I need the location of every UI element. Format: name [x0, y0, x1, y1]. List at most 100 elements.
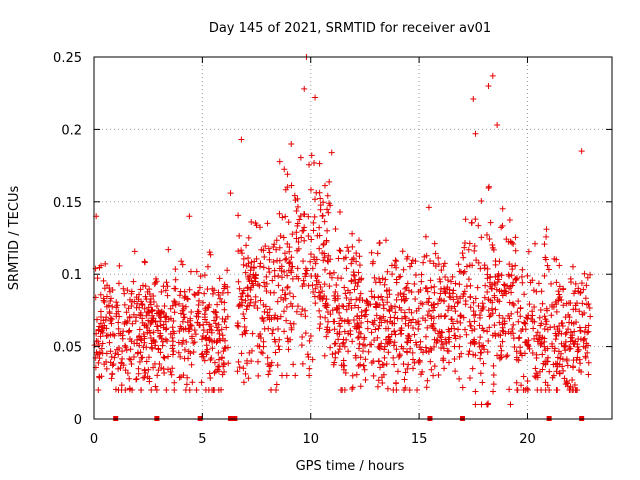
data-point — [196, 322, 203, 329]
data-point — [264, 314, 271, 321]
data-point — [299, 306, 306, 313]
data-point — [376, 315, 383, 322]
data-point — [370, 258, 377, 265]
data-point — [381, 317, 388, 324]
data-point — [95, 387, 102, 394]
data-point — [141, 335, 148, 342]
data-point — [371, 274, 378, 281]
data-point — [138, 387, 145, 394]
data-point — [260, 343, 267, 350]
data-point — [476, 339, 483, 346]
data-point — [180, 337, 187, 344]
data-point — [169, 302, 176, 309]
data-point — [357, 354, 364, 361]
data-point — [551, 323, 558, 330]
data-point — [393, 346, 400, 353]
data-point — [181, 294, 188, 301]
data-point — [412, 296, 419, 302]
data-point — [452, 308, 459, 315]
data-point — [293, 308, 300, 315]
data-point — [257, 297, 264, 304]
data-point — [541, 343, 548, 350]
data-point — [169, 345, 176, 352]
data-point — [501, 287, 508, 294]
data-point — [311, 213, 318, 220]
data-point — [336, 343, 343, 350]
data-point — [537, 322, 544, 329]
data-point — [237, 293, 244, 300]
data-point — [368, 288, 375, 295]
data-point — [243, 306, 250, 313]
y-axis-ticks: 0 0.05 0.1 0.15 0.2 0.25 — [53, 51, 612, 428]
data-point — [436, 296, 443, 303]
data-point — [332, 226, 339, 233]
data-point — [313, 189, 320, 196]
data-point — [181, 314, 188, 321]
data-point — [316, 307, 323, 314]
data-point — [107, 348, 114, 355]
data-point — [276, 257, 283, 264]
data-point — [415, 358, 422, 365]
y-tick-label: 0.2 — [61, 123, 82, 138]
data-point — [150, 298, 157, 305]
data-point — [92, 265, 99, 272]
data-point — [265, 245, 272, 252]
data-point — [351, 286, 358, 293]
data-point — [125, 305, 132, 312]
data-point — [321, 182, 328, 189]
data-point — [199, 350, 206, 357]
data-point — [543, 233, 550, 240]
data-point — [472, 216, 479, 223]
data-point — [552, 336, 559, 343]
data-point — [509, 300, 516, 307]
data-point — [368, 359, 375, 366]
data-point — [257, 330, 264, 337]
data-point — [99, 329, 106, 336]
data-point — [581, 310, 588, 317]
data-point — [284, 335, 291, 342]
data-point — [478, 349, 485, 356]
data-point — [472, 130, 479, 137]
data-point — [476, 343, 483, 350]
data-point — [343, 265, 350, 272]
data-point — [393, 264, 400, 271]
data-point — [171, 309, 178, 316]
data-point — [171, 299, 178, 306]
data-point — [157, 332, 164, 339]
data-point — [374, 250, 381, 257]
data-point — [475, 259, 482, 266]
data-point — [149, 345, 156, 352]
data-point — [441, 365, 448, 372]
data-point — [400, 266, 407, 273]
data-point — [454, 318, 461, 325]
data-point — [340, 255, 347, 262]
data-point — [316, 245, 323, 252]
data-point — [456, 333, 463, 340]
data-point — [460, 291, 467, 298]
data-point — [349, 230, 356, 237]
data-point — [402, 320, 409, 327]
data-point — [480, 342, 487, 349]
data-point — [543, 226, 550, 233]
data-point — [284, 240, 291, 247]
data-point — [415, 318, 422, 325]
data-point — [407, 345, 414, 352]
data-point — [115, 351, 122, 358]
data-point — [585, 371, 592, 378]
data-point — [152, 279, 159, 286]
data-point — [389, 305, 396, 312]
data-point — [103, 293, 110, 300]
data-point — [325, 252, 332, 259]
data-point — [235, 358, 242, 365]
data-point — [555, 288, 562, 295]
data-point — [510, 321, 517, 328]
data-point — [501, 282, 508, 289]
data-point — [245, 234, 252, 241]
data-point — [355, 304, 362, 311]
data-point — [288, 254, 295, 261]
data-point — [280, 308, 287, 315]
data-point — [136, 326, 143, 333]
data-point — [268, 386, 275, 393]
data-point — [448, 316, 455, 323]
data-point — [91, 342, 98, 349]
